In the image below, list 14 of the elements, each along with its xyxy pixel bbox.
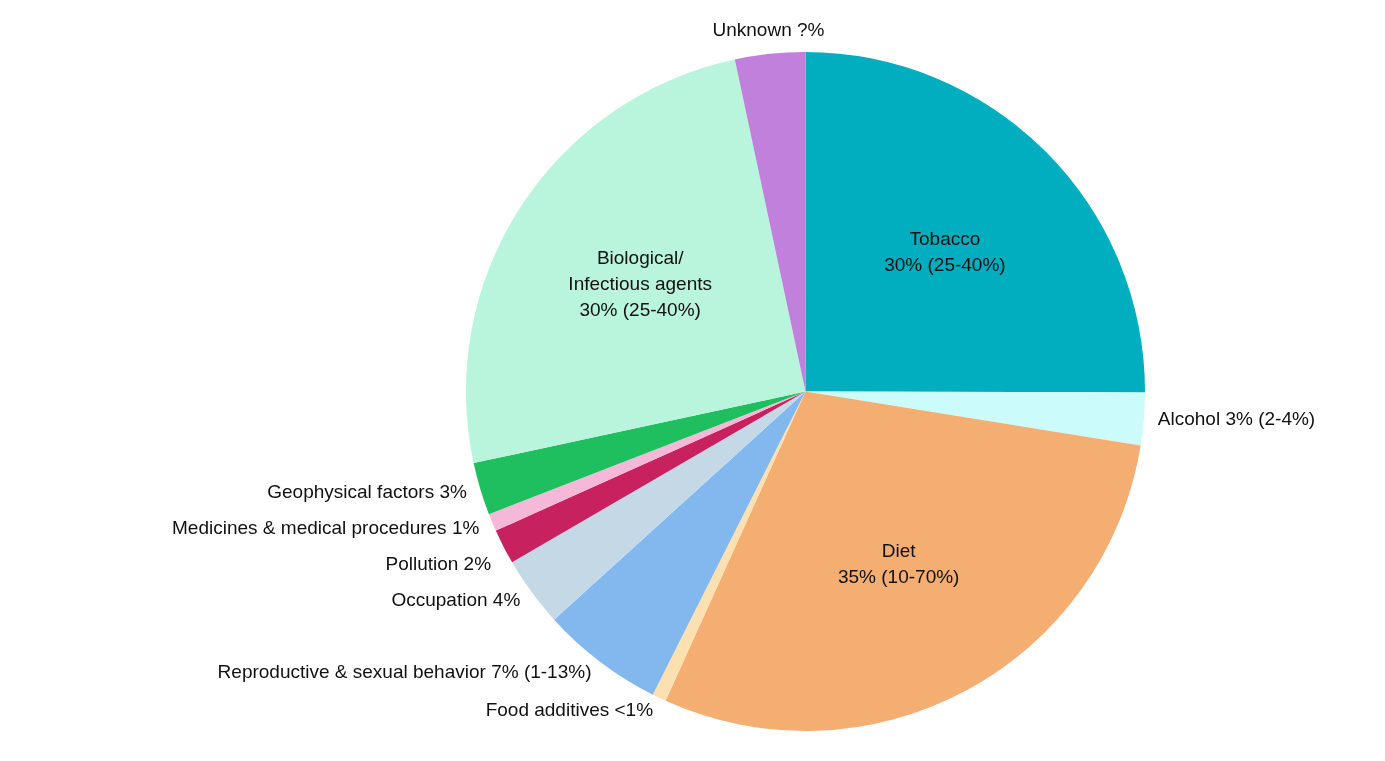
slice-label: Diet — [881, 540, 917, 562]
slice-label: Tobacco — [909, 227, 981, 249]
slice-label: Food additives <1% — [485, 698, 654, 720]
slice-label: Biological/ Infectious agents — [568, 246, 713, 294]
data-label: 35% (10-70%) — [837, 566, 960, 588]
data-label: 30% (25-40%) — [884, 253, 1006, 275]
slice-label: Geophysical factors 3% — [267, 481, 467, 503]
slice-label: Reproductive & sexual behavior 7% (1-13%) — [217, 661, 592, 683]
slice-label: Pollution 2% — [385, 553, 492, 575]
data-label: 30% (25-40%) — [579, 298, 701, 320]
slice-label: Occupation 4% — [391, 589, 521, 611]
slice-label: Alcohol 3% (2-4%) — [1157, 408, 1316, 430]
slice-label: Medicines & medical procedures 1% — [172, 517, 480, 539]
slice-label: Unknown ?% — [712, 18, 825, 40]
